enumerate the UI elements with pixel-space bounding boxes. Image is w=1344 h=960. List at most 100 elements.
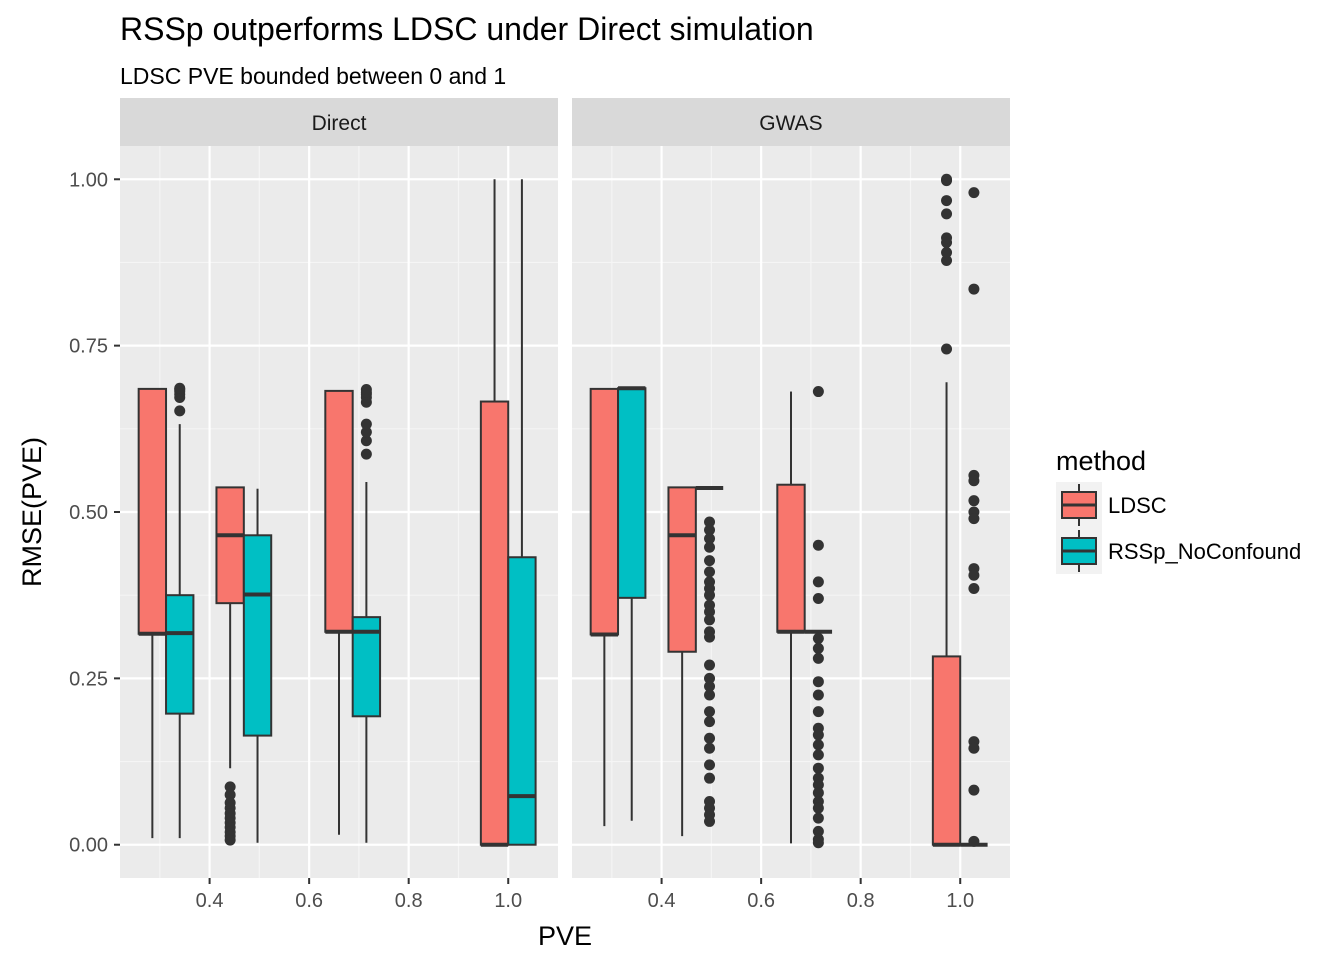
outlier-point — [968, 513, 980, 525]
box — [479, 400, 510, 846]
x-tick-label: 0.6 — [747, 890, 775, 912]
outlier-point — [812, 812, 824, 824]
x-tick-label: 0.6 — [295, 890, 323, 912]
outlier-point — [812, 802, 824, 814]
outlier-point — [968, 742, 980, 754]
outlier-point — [704, 516, 716, 528]
outlier-point — [812, 706, 824, 718]
y-tick-label: 0.75 — [69, 336, 108, 358]
legend: method LDSC RSSp_NoConfound — [1056, 446, 1301, 574]
outlier-point — [360, 418, 372, 430]
strip-label-direct: Direct — [312, 112, 367, 135]
outlier-point — [360, 435, 372, 447]
outlier-point — [968, 495, 980, 507]
x-tick-label: 0.4 — [196, 890, 224, 912]
chart-title: RSSp outperforms LDSC under Direct simul… — [120, 11, 814, 47]
strip-background-direct — [120, 98, 558, 146]
outlier-point — [812, 762, 824, 774]
outlier-point — [704, 566, 716, 578]
outlier-point — [812, 729, 824, 741]
outlier-point — [941, 254, 953, 266]
outlier-point — [360, 384, 372, 396]
box — [667, 486, 697, 653]
boxes-gwas — [589, 173, 988, 849]
outlier-point — [968, 283, 980, 295]
x-tick-label: 0.4 — [648, 890, 676, 912]
outlier-point — [812, 539, 824, 551]
y-tick-label: 1.00 — [69, 169, 108, 191]
outlier-point — [941, 173, 953, 185]
x-tick-label: 0.8 — [847, 890, 875, 912]
outlier-point — [812, 837, 824, 849]
outlier-point — [812, 739, 824, 751]
outlier-point — [704, 631, 716, 643]
outlier-point — [704, 759, 716, 771]
outlier-point — [174, 382, 186, 394]
y-axis-title: RMSE(PVE) — [17, 437, 47, 587]
outlier-point — [704, 533, 716, 545]
outlier-point — [704, 555, 716, 567]
outlier-point — [704, 606, 716, 618]
outlier-point — [812, 386, 824, 398]
legend-label: LDSC — [1108, 493, 1167, 518]
outlier-point — [704, 541, 716, 553]
outlier-point — [812, 676, 824, 688]
box — [931, 655, 962, 846]
box — [776, 483, 806, 633]
outlier-point — [812, 642, 824, 654]
box — [242, 534, 273, 737]
outlier-point — [360, 426, 372, 438]
x-axis: 0.4 0.6 0.8 1.0 0.4 0.6 0.8 1.0 — [196, 878, 974, 912]
outlier-point — [812, 787, 824, 799]
y-tick-label: 0.25 — [69, 668, 108, 690]
boxes-direct — [137, 179, 537, 847]
legend-label: RSSp_NoConfound — [1108, 539, 1301, 564]
box — [324, 389, 354, 633]
outlier-point — [941, 343, 953, 355]
box — [137, 387, 168, 635]
panel-direct: Direct — [120, 98, 558, 878]
outlier-point — [812, 749, 824, 761]
outlier-point — [704, 815, 716, 827]
outlier-point — [812, 779, 824, 791]
outlier-point — [941, 232, 953, 244]
outlier-point — [968, 187, 980, 199]
x-tick-label: 1.0 — [494, 890, 522, 912]
outlier-point — [704, 680, 716, 692]
outlier-point — [812, 593, 824, 605]
x-tick-label: 0.8 — [395, 890, 423, 912]
box — [589, 387, 620, 636]
grid-gwas — [572, 146, 1010, 878]
outlier-point — [704, 716, 716, 728]
outlier-point — [941, 246, 953, 258]
legend-title: method — [1056, 446, 1146, 476]
x-axis-title: PVE — [538, 921, 592, 951]
chart-subtitle: LDSC PVE bounded between 0 and 1 — [120, 63, 506, 89]
outlier-point — [812, 632, 824, 644]
outlier-point — [812, 689, 824, 701]
outlier-point — [704, 706, 716, 718]
legend-entries: LDSC RSSp_NoConfound — [1056, 482, 1301, 574]
outlier-point — [941, 208, 953, 220]
outlier-point — [360, 448, 372, 460]
outlier-point — [704, 732, 716, 744]
strip-label-gwas: GWAS — [759, 112, 822, 135]
outlier-point — [704, 614, 716, 626]
y-tick-label: 0.50 — [69, 502, 108, 524]
outlier-point — [968, 835, 980, 847]
outlier-point — [968, 583, 980, 595]
y-tick-label: 0.00 — [69, 835, 108, 857]
outlier-point — [968, 475, 980, 487]
box — [165, 594, 195, 715]
outlier-point — [704, 772, 716, 784]
outlier-point — [704, 524, 716, 536]
outlier-point — [224, 781, 236, 793]
outlier-point — [704, 672, 716, 684]
outlier-point — [812, 652, 824, 664]
outlier-point — [224, 834, 236, 846]
outlier-point — [812, 576, 824, 588]
box — [215, 486, 245, 605]
box — [617, 387, 647, 599]
outlier-point — [812, 825, 824, 837]
